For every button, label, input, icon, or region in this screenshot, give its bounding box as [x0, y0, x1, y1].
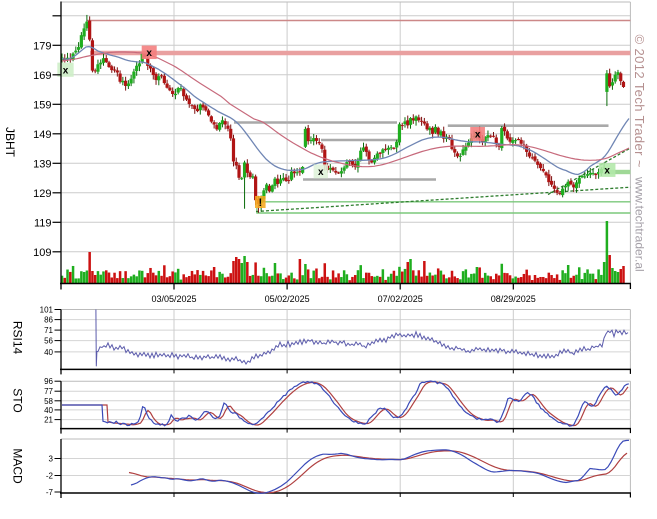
- svg-text:x: x: [475, 130, 481, 141]
- svg-text:169: 169: [33, 70, 51, 82]
- svg-text:x: x: [318, 167, 324, 178]
- svg-text:MACD: MACD: [11, 448, 25, 484]
- svg-text:JBHT: JBHT: [3, 127, 17, 158]
- svg-text:40: 40: [44, 348, 53, 357]
- svg-text:x: x: [604, 166, 610, 177]
- svg-text:3: 3: [49, 455, 54, 464]
- svg-text:x: x: [63, 65, 69, 76]
- svg-text:RSI14: RSI14: [11, 321, 25, 355]
- svg-text:119: 119: [34, 217, 52, 229]
- svg-text:109: 109: [33, 247, 51, 259]
- svg-text:!: !: [258, 197, 262, 209]
- svg-text:05/02/2025: 05/02/2025: [265, 294, 310, 304]
- svg-text:56: 56: [44, 337, 53, 346]
- svg-text:© 2012 Tech Trader ~: © 2012 Tech Trader ~: [632, 35, 647, 168]
- svg-text:58: 58: [44, 397, 53, 406]
- svg-text:159: 159: [33, 99, 51, 111]
- svg-text:-2: -2: [46, 472, 54, 481]
- svg-text:96: 96: [44, 377, 53, 386]
- svg-text:71: 71: [44, 326, 53, 335]
- svg-text:08/29/2025: 08/29/2025: [491, 294, 536, 304]
- svg-text:03/05/2025: 03/05/2025: [151, 294, 196, 304]
- svg-text:179: 179: [33, 40, 51, 52]
- svg-text:40: 40: [44, 406, 53, 415]
- svg-text:77: 77: [44, 387, 53, 396]
- svg-text:STO: STO: [11, 388, 25, 412]
- svg-text:-7: -7: [46, 488, 54, 497]
- svg-text:129: 129: [33, 188, 51, 200]
- svg-text:07/02/2025: 07/02/2025: [378, 294, 423, 304]
- svg-text:101: 101: [40, 306, 54, 315]
- svg-text:www.techtrader.al: www.techtrader.al: [633, 176, 647, 272]
- svg-text:21: 21: [44, 416, 53, 425]
- svg-text:149: 149: [33, 129, 51, 141]
- svg-text:86: 86: [44, 316, 53, 325]
- svg-text:x: x: [146, 48, 152, 59]
- svg-text:139: 139: [33, 158, 51, 170]
